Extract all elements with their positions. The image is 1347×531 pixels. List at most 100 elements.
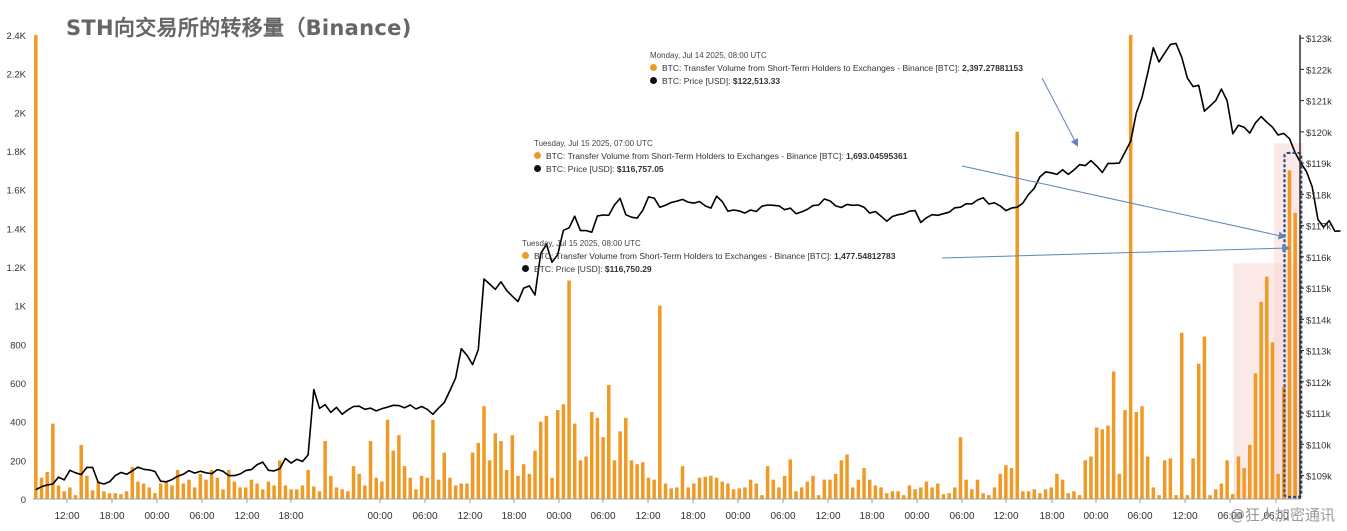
volume-bar (198, 473, 203, 499)
volume-bar (289, 489, 293, 499)
volume-bar (697, 477, 702, 499)
volume-bar (907, 485, 912, 499)
x-tick-label: 00:00 (904, 511, 929, 522)
volume-bar (1145, 456, 1150, 499)
y-left-tick-label: 600 (10, 379, 26, 390)
volume-bar (964, 479, 968, 499)
price-line-series (35, 42, 1341, 499)
volume-bar (578, 460, 583, 499)
y-right-tick-label: $115k (1306, 284, 1331, 295)
volume-bar (794, 491, 798, 499)
volume-bar (930, 487, 934, 499)
volume-bar (1134, 412, 1139, 499)
volume-bar (209, 470, 214, 499)
volume-bar (90, 490, 95, 499)
y-left-tick-label: 800 (10, 340, 26, 351)
annotation-arrow (961, 165, 1287, 240)
volume-bar (743, 487, 747, 499)
volume-bar (584, 456, 588, 499)
volume-bar (1287, 170, 1292, 500)
y-right-tick-label: $120k (1306, 128, 1332, 139)
volume-bar (436, 479, 441, 499)
volume-bar (1089, 456, 1093, 499)
y-right-tick-label: $110k (1306, 440, 1331, 451)
volume-bar (504, 470, 509, 499)
volume-bar (890, 491, 895, 499)
volume-bar (1270, 342, 1275, 499)
tooltip-2-series-label: BTC: Transfer Volume from Short-Term Hol… (546, 151, 844, 161)
volume-bar (788, 459, 793, 499)
volume-bar (1026, 491, 1031, 499)
tooltip-2: Tuesday, Jul 15 2025, 07:00 UTC BTC: Tra… (534, 137, 907, 176)
volume-bar (913, 489, 917, 499)
x-tick-label: 12:00 (815, 511, 840, 522)
volume-bar (1066, 493, 1071, 499)
black-dot-icon (534, 165, 541, 172)
volume-bar (538, 421, 543, 499)
volume-bar (1293, 212, 1297, 499)
volume-bar (901, 495, 906, 499)
x-tick-label: 00:00 (1083, 511, 1108, 522)
x-tick-label: 06:00 (1127, 511, 1152, 522)
volume-bar (102, 491, 106, 499)
volume-bar (340, 489, 344, 499)
volume-bar (782, 475, 787, 499)
volume-bar (85, 475, 89, 499)
tooltip-3-price-value: $116,750.29 (604, 264, 652, 274)
volume-bar (482, 406, 486, 499)
volume-bar (175, 470, 180, 499)
y-right-tick-label: $123k (1306, 34, 1332, 45)
volume-bar (1111, 371, 1116, 499)
volume-bar (941, 494, 946, 499)
volume-bar (595, 417, 600, 499)
bar-series (34, 35, 1297, 500)
volume-bar (1202, 336, 1207, 499)
volume-bar (765, 466, 770, 499)
tooltip-3-price-label: BTC: Price [USD]: (534, 264, 603, 274)
volume-bar (884, 493, 889, 499)
volume-bar (431, 419, 435, 499)
tooltip-2-price-value: $116,757.05 (616, 164, 664, 174)
volume-bar (555, 410, 560, 499)
volume-bar (1009, 468, 1014, 499)
volume-bar (799, 487, 804, 499)
volume-bar (1100, 429, 1105, 499)
y-left-tick-label: 1.4K (6, 224, 26, 235)
volume-bar (1157, 495, 1161, 499)
y-left-tick-label: 2K (14, 108, 26, 119)
volume-bar (714, 477, 719, 499)
volume-bar (34, 35, 38, 499)
volume-bar (816, 495, 821, 499)
volume-bar (777, 487, 781, 499)
volume-bar (266, 481, 271, 499)
volume-bar (380, 481, 384, 499)
annotation-arrows (941, 77, 1291, 259)
volume-bar (136, 481, 140, 499)
volume-bar (709, 475, 713, 499)
x-tick-label: 00:00 (144, 511, 169, 522)
volume-bar (981, 493, 985, 499)
x-tick-label: 06:00 (1263, 511, 1288, 522)
y-right-tick-label: $112k (1306, 378, 1331, 389)
volume-bar (896, 491, 900, 499)
volume-bar (499, 441, 503, 499)
volume-bar (1083, 460, 1088, 499)
x-tick-label: 18:00 (278, 511, 303, 522)
volume-bar (170, 485, 174, 499)
y-right-tick-label: $116k (1306, 253, 1331, 264)
x-tick-label: 12:00 (234, 511, 259, 522)
volume-bar (1259, 301, 1263, 499)
y-left-tick-label: 2.4K (6, 31, 26, 42)
y-right-tick-label: $109k (1306, 472, 1332, 483)
volume-bar (510, 435, 515, 499)
volume-bar (96, 481, 100, 499)
volume-bar (323, 441, 327, 499)
volume-bar (612, 460, 617, 499)
volume-bar (624, 417, 628, 499)
volume-bar (1236, 456, 1241, 499)
tooltip-2-date: Tuesday, Jul 15 2025, 07:00 UTC (534, 139, 653, 148)
volume-bar (68, 487, 72, 499)
volume-bar (1117, 473, 1122, 499)
tooltip-3-date: Tuesday, Jul 15 2025, 08:00 UTC (522, 239, 641, 248)
volume-bar (260, 489, 265, 499)
